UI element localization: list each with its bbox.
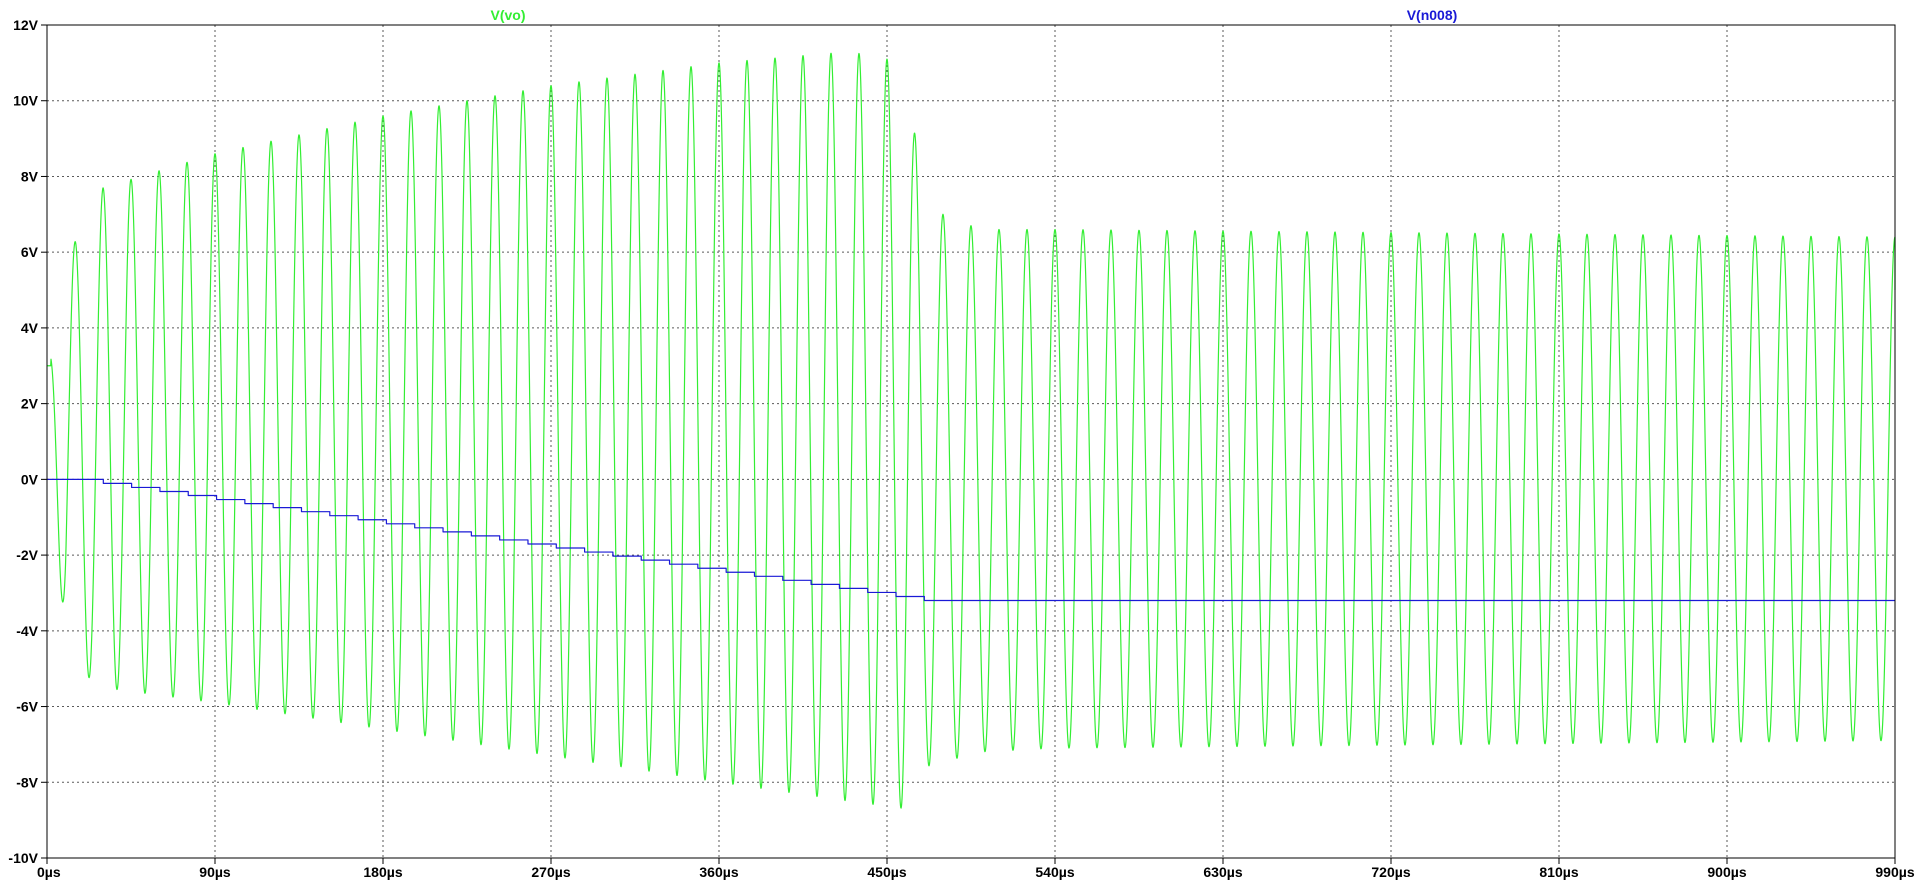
series-line-n008[interactable]: [47, 478, 1895, 602]
x-tick-label: 720µs: [1371, 864, 1410, 880]
y-tick-label: -8V: [16, 774, 38, 790]
x-tick-label: 180µs: [363, 864, 402, 880]
y-tick-label: -10V: [8, 850, 38, 866]
x-tick-label: 270µs: [531, 864, 570, 880]
x-tick-label: 90µs: [199, 864, 231, 880]
x-tick-label: 810µs: [1539, 864, 1578, 880]
plot-frame: [46, 24, 1896, 859]
y-tick-label: 6V: [21, 244, 39, 260]
y-tick-label: 12V: [13, 17, 39, 33]
x-tick-label: 900µs: [1707, 864, 1746, 880]
series-line-vo[interactable]: [46, 52, 1896, 809]
grid-layer: [47, 25, 1895, 858]
x-tick-label: 450µs: [867, 864, 906, 880]
x-tick-label: 360µs: [699, 864, 738, 880]
legend-label-vo[interactable]: V(vo): [491, 7, 526, 23]
y-tick-label: -2V: [16, 547, 38, 563]
series-layer: [46, 52, 1896, 809]
x-tick-label: 990µs: [1875, 864, 1914, 880]
x-tick-label: 0µs: [37, 864, 61, 880]
legend-layer[interactable]: V(vo) V(n008): [491, 7, 1458, 23]
y-tick-label: 4V: [21, 320, 39, 336]
y-tick-label: 2V: [21, 396, 39, 412]
x-tick-label: 630µs: [1203, 864, 1242, 880]
y-tick-label: -4V: [16, 623, 38, 639]
y-tick-label: 10V: [13, 93, 39, 109]
y-tick-label: -6V: [16, 699, 38, 715]
legend-label-n008[interactable]: V(n008): [1407, 7, 1458, 23]
x-tick-label: 540µs: [1035, 864, 1074, 880]
y-tick-label: 0V: [21, 471, 39, 487]
y-tick-label: 8V: [21, 168, 39, 184]
